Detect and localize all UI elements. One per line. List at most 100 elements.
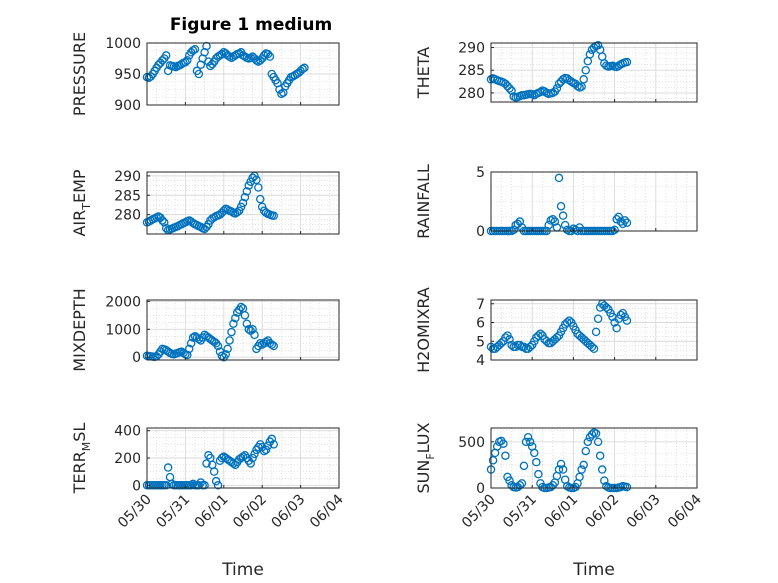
data-point: [240, 311, 250, 320]
data-point: [562, 318, 572, 327]
axes-box: [146, 299, 340, 361]
data-point: [585, 50, 595, 59]
y-axis-label: AIRTEMP: [70, 169, 93, 236]
y-tick-label: 0: [476, 224, 485, 240]
subplot-theta: 280 285 290 THETA: [414, 41, 698, 103]
y-axis-label: RAINFALL: [414, 164, 433, 239]
y-axis-label: TERRMSL: [70, 423, 93, 495]
data-point: [602, 303, 611, 312]
y-tick-label: 400: [114, 424, 141, 440]
data-point: [536, 87, 545, 97]
data-point: [530, 448, 539, 458]
data-point: [622, 316, 632, 325]
data-point: [507, 86, 516, 95]
x-axis-label: Time: [572, 560, 615, 580]
y-axis-label: SUNFLUX: [414, 422, 437, 493]
data-point: [593, 314, 603, 323]
data-point: [225, 336, 234, 345]
data-point: [610, 225, 619, 235]
data-point: [259, 51, 269, 60]
data-point: [181, 57, 190, 67]
data-point: [221, 350, 230, 359]
data-point: [591, 429, 601, 438]
data-point: [188, 333, 198, 342]
data-point: [521, 437, 531, 447]
data-point: [213, 341, 223, 351]
data-point: [622, 482, 632, 492]
subplot-pressure: 900 950 1000 PRESSURE: [70, 32, 340, 116]
data-point: [229, 319, 238, 328]
data-point: [250, 449, 259, 459]
y-tick-label: 280: [458, 86, 485, 102]
figure-title: Figure 1 medium: [170, 15, 332, 35]
y-tick-label: 4: [476, 353, 485, 369]
y-tick-label: 290: [458, 41, 485, 57]
data-point: [552, 84, 562, 93]
y-tick-label: 285: [458, 63, 485, 79]
data-point: [523, 432, 533, 442]
data-point: [209, 467, 219, 476]
data-point: [600, 476, 609, 485]
data-point: [244, 325, 254, 334]
data-point: [505, 335, 514, 344]
y-tick-label: 0: [132, 350, 141, 366]
data-point: [525, 437, 535, 447]
data-point: [246, 459, 255, 468]
data-point: [300, 63, 309, 73]
data-point: [488, 456, 498, 465]
data-point: [554, 173, 564, 183]
data-point: [567, 77, 576, 86]
data-point: [225, 52, 234, 61]
data-point: [581, 446, 591, 456]
data-point: [211, 476, 221, 486]
data-point: [612, 214, 621, 224]
axes-box: [490, 42, 698, 103]
axes-box: [490, 299, 698, 361]
data-point: [593, 437, 603, 447]
data-point: [587, 430, 597, 439]
y-tick-label: 200: [114, 451, 141, 467]
data-point: [236, 302, 246, 312]
data-point: [548, 214, 558, 224]
data-point: [515, 480, 525, 490]
y-tick-label: 6: [476, 316, 485, 332]
y-tick-label: 500: [458, 435, 485, 451]
y-tick-label: 1000: [105, 36, 141, 52]
data-point: [499, 439, 508, 448]
data-point: [269, 341, 278, 351]
data-point: [183, 56, 192, 65]
data-point: [242, 187, 252, 196]
data-point: [186, 339, 196, 348]
data-point: [217, 49, 227, 59]
data-point: [240, 192, 250, 202]
data-point: [217, 453, 227, 463]
subplot-mixdepth: 0 1000 2000 MIXDEPTH: [70, 288, 340, 372]
data-point: [184, 344, 194, 354]
data-point: [620, 216, 630, 225]
data-point: [213, 481, 223, 490]
axes-box: [146, 171, 340, 235]
data-point: [238, 198, 248, 208]
data-point: [581, 65, 591, 75]
data-point: [616, 217, 626, 226]
data-point: [534, 469, 543, 479]
data-point: [587, 342, 597, 352]
data-point: [238, 452, 248, 461]
data-point: [242, 319, 252, 328]
data-point: [558, 211, 568, 220]
y-tick-label: 5: [476, 165, 485, 181]
y-tick-label: 900: [114, 98, 141, 114]
data-point: [595, 451, 605, 460]
series-points: [142, 434, 278, 490]
data-point: [536, 329, 545, 338]
data-point: [252, 175, 261, 184]
axes-box: [490, 171, 698, 232]
data-point: [515, 217, 525, 226]
data-point: [231, 313, 240, 323]
data-point: [616, 310, 626, 320]
y-tick-label: 5: [476, 334, 485, 350]
y-tick-label: 280: [114, 208, 141, 224]
y-tick-label: 1000: [105, 322, 141, 338]
subplot-h2omixra: 4 5 6 7 H2OMIXRA: [414, 287, 698, 373]
axes-box: [490, 427, 698, 489]
